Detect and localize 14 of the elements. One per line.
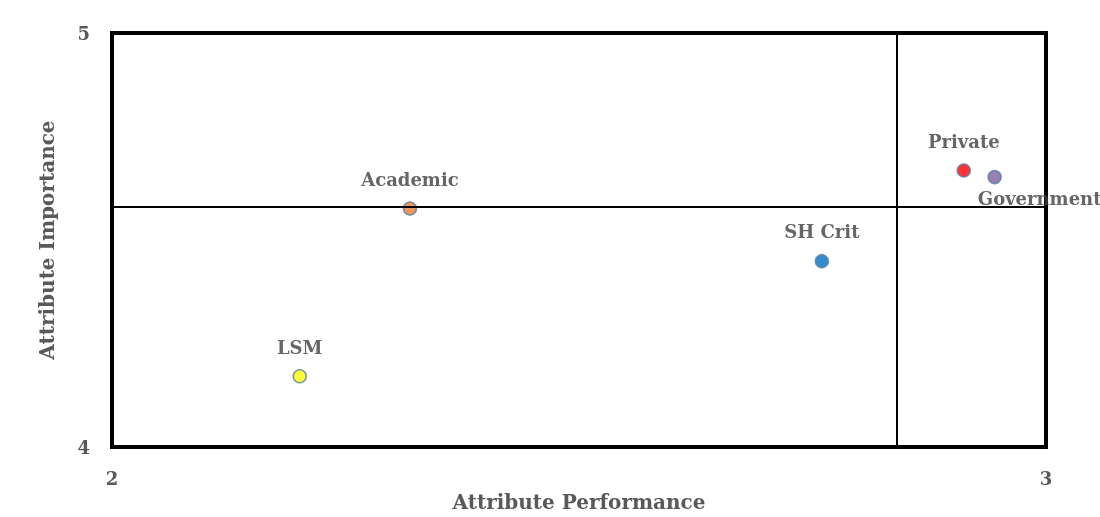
series-label: Academic xyxy=(360,168,459,190)
x-tick-label: 3 xyxy=(1039,467,1053,489)
y-tick-label: 4 xyxy=(77,436,90,458)
y-axis-title: Attribute Importance xyxy=(35,120,59,361)
point xyxy=(956,163,972,178)
x-tick-label: 2 xyxy=(105,467,119,489)
y-tick-label: 5 xyxy=(77,22,90,44)
point xyxy=(292,369,307,384)
point xyxy=(987,169,1002,185)
series-label: LSM xyxy=(276,336,323,358)
point xyxy=(814,253,830,269)
series-label: SH Crit xyxy=(784,221,861,243)
x-axis-title: Attribute Performance xyxy=(451,490,706,514)
series-label: Private xyxy=(927,130,1000,152)
